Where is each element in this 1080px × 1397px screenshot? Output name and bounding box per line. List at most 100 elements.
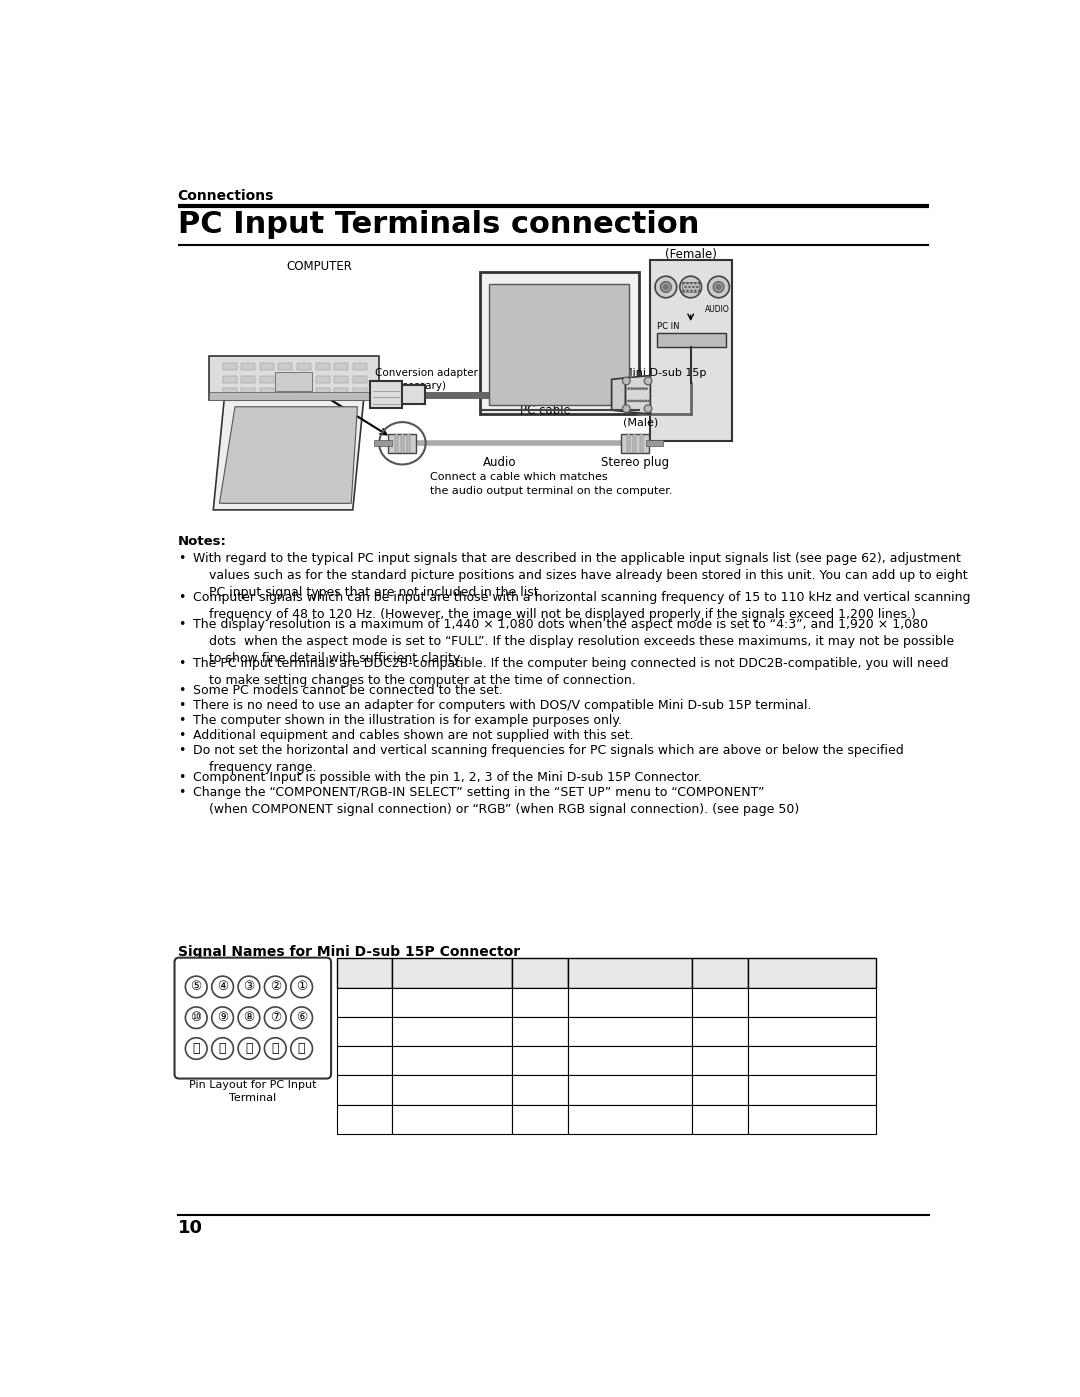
Circle shape [685,286,687,288]
Text: PC IN: PC IN [657,321,679,331]
Bar [337,988,392,1017]
Circle shape [636,400,638,402]
Bar [692,1105,748,1134]
Text: ⑥: ⑥ [535,996,545,1009]
Text: •: • [177,743,185,757]
Bar [337,1076,392,1105]
Text: Computer signals which can be input are those with a horizontal scanning frequen: Computer signals which can be input are … [193,591,971,620]
Bar [353,376,367,383]
Circle shape [707,277,729,298]
Circle shape [692,286,694,288]
Text: ⑤: ⑤ [190,981,202,993]
Text: RGB: RGB [534,376,558,388]
FancyBboxPatch shape [175,958,332,1078]
Bar [633,434,636,453]
Bar [392,958,512,988]
Circle shape [186,977,207,997]
Circle shape [639,387,642,390]
Bar [241,388,255,395]
Bar [692,988,748,1017]
Text: Stereo plug: Stereo plug [600,457,669,469]
Circle shape [697,286,698,288]
Text: (Male): (Male) [623,418,659,427]
Text: ③: ③ [360,1055,369,1067]
Bar [315,376,329,383]
Polygon shape [219,407,357,503]
Text: NC (not connected): NC (not connected) [755,996,869,1009]
Text: ⑧: ⑧ [535,1055,545,1067]
Bar [260,376,273,383]
Circle shape [622,405,631,412]
Text: AUDIO: AUDIO [704,305,729,314]
Bar [512,1046,568,1076]
Text: GND (Ground): GND (Ground) [589,1025,672,1038]
Circle shape [265,977,286,997]
Bar [748,1017,876,1046]
Text: GND (Ground): GND (Ground) [589,1113,672,1126]
Bar [394,434,397,453]
Bar [241,363,255,370]
Text: Connect a cable which matches
the audio output terminal on the computer.: Connect a cable which matches the audio … [430,472,672,496]
Text: Mini D-sub 15p: Mini D-sub 15p [623,367,706,377]
Bar [646,440,663,447]
Bar [748,1046,876,1076]
Text: Pin No.: Pin No. [345,967,384,979]
Circle shape [716,285,721,289]
Circle shape [636,387,638,390]
Bar [407,434,410,453]
Circle shape [291,977,312,997]
Text: •: • [177,552,185,564]
Text: ①: ① [360,996,369,1009]
Text: •: • [177,617,185,630]
Circle shape [212,1038,233,1059]
Text: (Female): (Female) [665,249,717,261]
Bar [512,1076,568,1105]
Bar [337,1046,392,1076]
Circle shape [644,405,652,412]
Bar [401,434,404,453]
Text: Conversion adapter
(if necessary): Conversion adapter (if necessary) [375,367,478,391]
Text: •: • [177,683,185,697]
Text: Some PC models cannot be connected to the set.: Some PC models cannot be connected to th… [193,683,503,697]
Text: Additional equipment and cables shown are not supplied with this set.: Additional equipment and cables shown ar… [193,729,634,742]
Text: VD: VD [804,1084,821,1097]
Text: G (Y): G (Y) [437,1025,467,1038]
Circle shape [690,291,692,292]
Bar [260,388,273,395]
Circle shape [643,387,645,390]
Bar [748,1105,876,1134]
Bar [353,388,367,395]
Text: GND (Ground): GND (Ground) [410,1113,495,1126]
Text: Change the “COMPONENT/RGB-IN SELECT” setting in the “SET UP” menu to “COMPONENT”: Change the “COMPONENT/RGB-IN SELECT” set… [193,785,799,816]
Bar [222,376,237,383]
Bar [353,363,367,370]
Bar [748,958,876,988]
Text: ⑪: ⑪ [717,996,724,1009]
Text: •: • [177,591,185,604]
Circle shape [627,400,630,402]
Bar [692,1076,748,1105]
Bar [392,1017,512,1046]
Text: ⑩: ⑩ [535,1113,545,1126]
Circle shape [186,1038,207,1059]
Circle shape [683,291,685,292]
Circle shape [186,1007,207,1028]
Polygon shape [611,377,625,412]
Circle shape [699,291,700,292]
Text: •: • [177,657,185,669]
Bar [650,260,732,441]
Text: •: • [177,698,185,711]
Bar [241,376,255,383]
Text: ⑬: ⑬ [245,1042,253,1055]
Bar [512,988,568,1017]
Text: ⑫: ⑫ [271,1042,279,1055]
Bar [568,1076,692,1105]
Bar [392,988,512,1017]
Circle shape [291,1038,312,1059]
Circle shape [646,400,647,402]
Text: The display resolution is a maximum of 1,440 × 1,080 dots when the aspect mode i: The display resolution is a maximum of 1… [193,617,955,665]
Circle shape [212,977,233,997]
Text: PC cable: PC cable [521,404,571,418]
Text: •: • [177,785,185,799]
Text: ⑭: ⑭ [219,1042,227,1055]
